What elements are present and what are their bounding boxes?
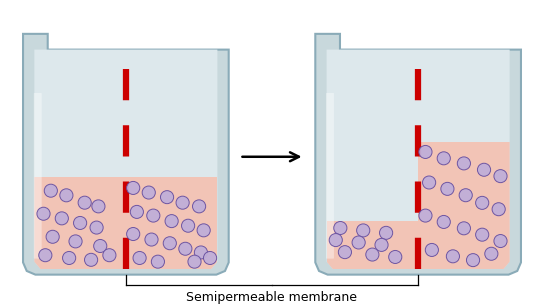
Circle shape [133,251,146,265]
Circle shape [425,243,438,257]
Circle shape [494,170,507,183]
Circle shape [176,196,189,209]
Circle shape [446,250,460,263]
Circle shape [63,251,76,265]
Circle shape [179,242,192,255]
Circle shape [60,189,73,202]
Circle shape [92,200,105,213]
Circle shape [380,226,393,239]
Circle shape [39,249,52,262]
FancyBboxPatch shape [34,93,42,259]
Circle shape [203,251,217,265]
Circle shape [165,215,178,228]
Circle shape [458,157,471,170]
Circle shape [37,207,50,220]
Circle shape [494,234,507,248]
Circle shape [419,145,432,158]
Circle shape [478,163,491,176]
Circle shape [492,203,505,216]
Circle shape [163,237,176,250]
Circle shape [388,250,402,263]
Circle shape [352,236,365,249]
Circle shape [188,255,201,268]
Circle shape [130,205,144,218]
Circle shape [375,238,388,251]
Circle shape [73,217,86,229]
FancyBboxPatch shape [326,93,334,259]
Circle shape [329,233,342,247]
Circle shape [127,181,140,194]
Circle shape [145,233,158,246]
Circle shape [459,189,472,202]
FancyBboxPatch shape [418,142,510,269]
Circle shape [182,219,195,232]
Circle shape [151,255,164,268]
Circle shape [147,209,160,222]
Circle shape [160,191,174,204]
Circle shape [197,224,210,237]
Text: Semipermeable membrane: Semipermeable membrane [187,291,357,304]
PathPatch shape [34,50,218,269]
Circle shape [338,245,351,259]
Circle shape [437,215,450,229]
FancyBboxPatch shape [126,177,218,269]
PathPatch shape [23,34,228,275]
Circle shape [366,248,379,261]
Circle shape [194,246,207,259]
Circle shape [441,182,454,195]
Circle shape [466,253,480,267]
FancyBboxPatch shape [326,221,418,269]
Circle shape [90,221,103,234]
Circle shape [127,228,140,241]
Circle shape [458,222,471,235]
Circle shape [69,235,82,248]
PathPatch shape [316,34,521,275]
Circle shape [485,247,498,260]
Circle shape [55,212,69,225]
Circle shape [423,176,436,189]
Circle shape [334,221,347,234]
Circle shape [475,196,489,209]
Circle shape [103,249,116,262]
Circle shape [46,230,59,243]
Circle shape [84,253,98,266]
Circle shape [44,184,58,197]
FancyBboxPatch shape [34,177,126,269]
Circle shape [357,224,370,237]
Circle shape [419,209,432,222]
Circle shape [475,228,489,241]
PathPatch shape [326,50,510,269]
Circle shape [78,196,91,209]
Circle shape [142,186,156,199]
Circle shape [437,152,450,165]
Circle shape [94,240,107,253]
Circle shape [193,200,206,213]
